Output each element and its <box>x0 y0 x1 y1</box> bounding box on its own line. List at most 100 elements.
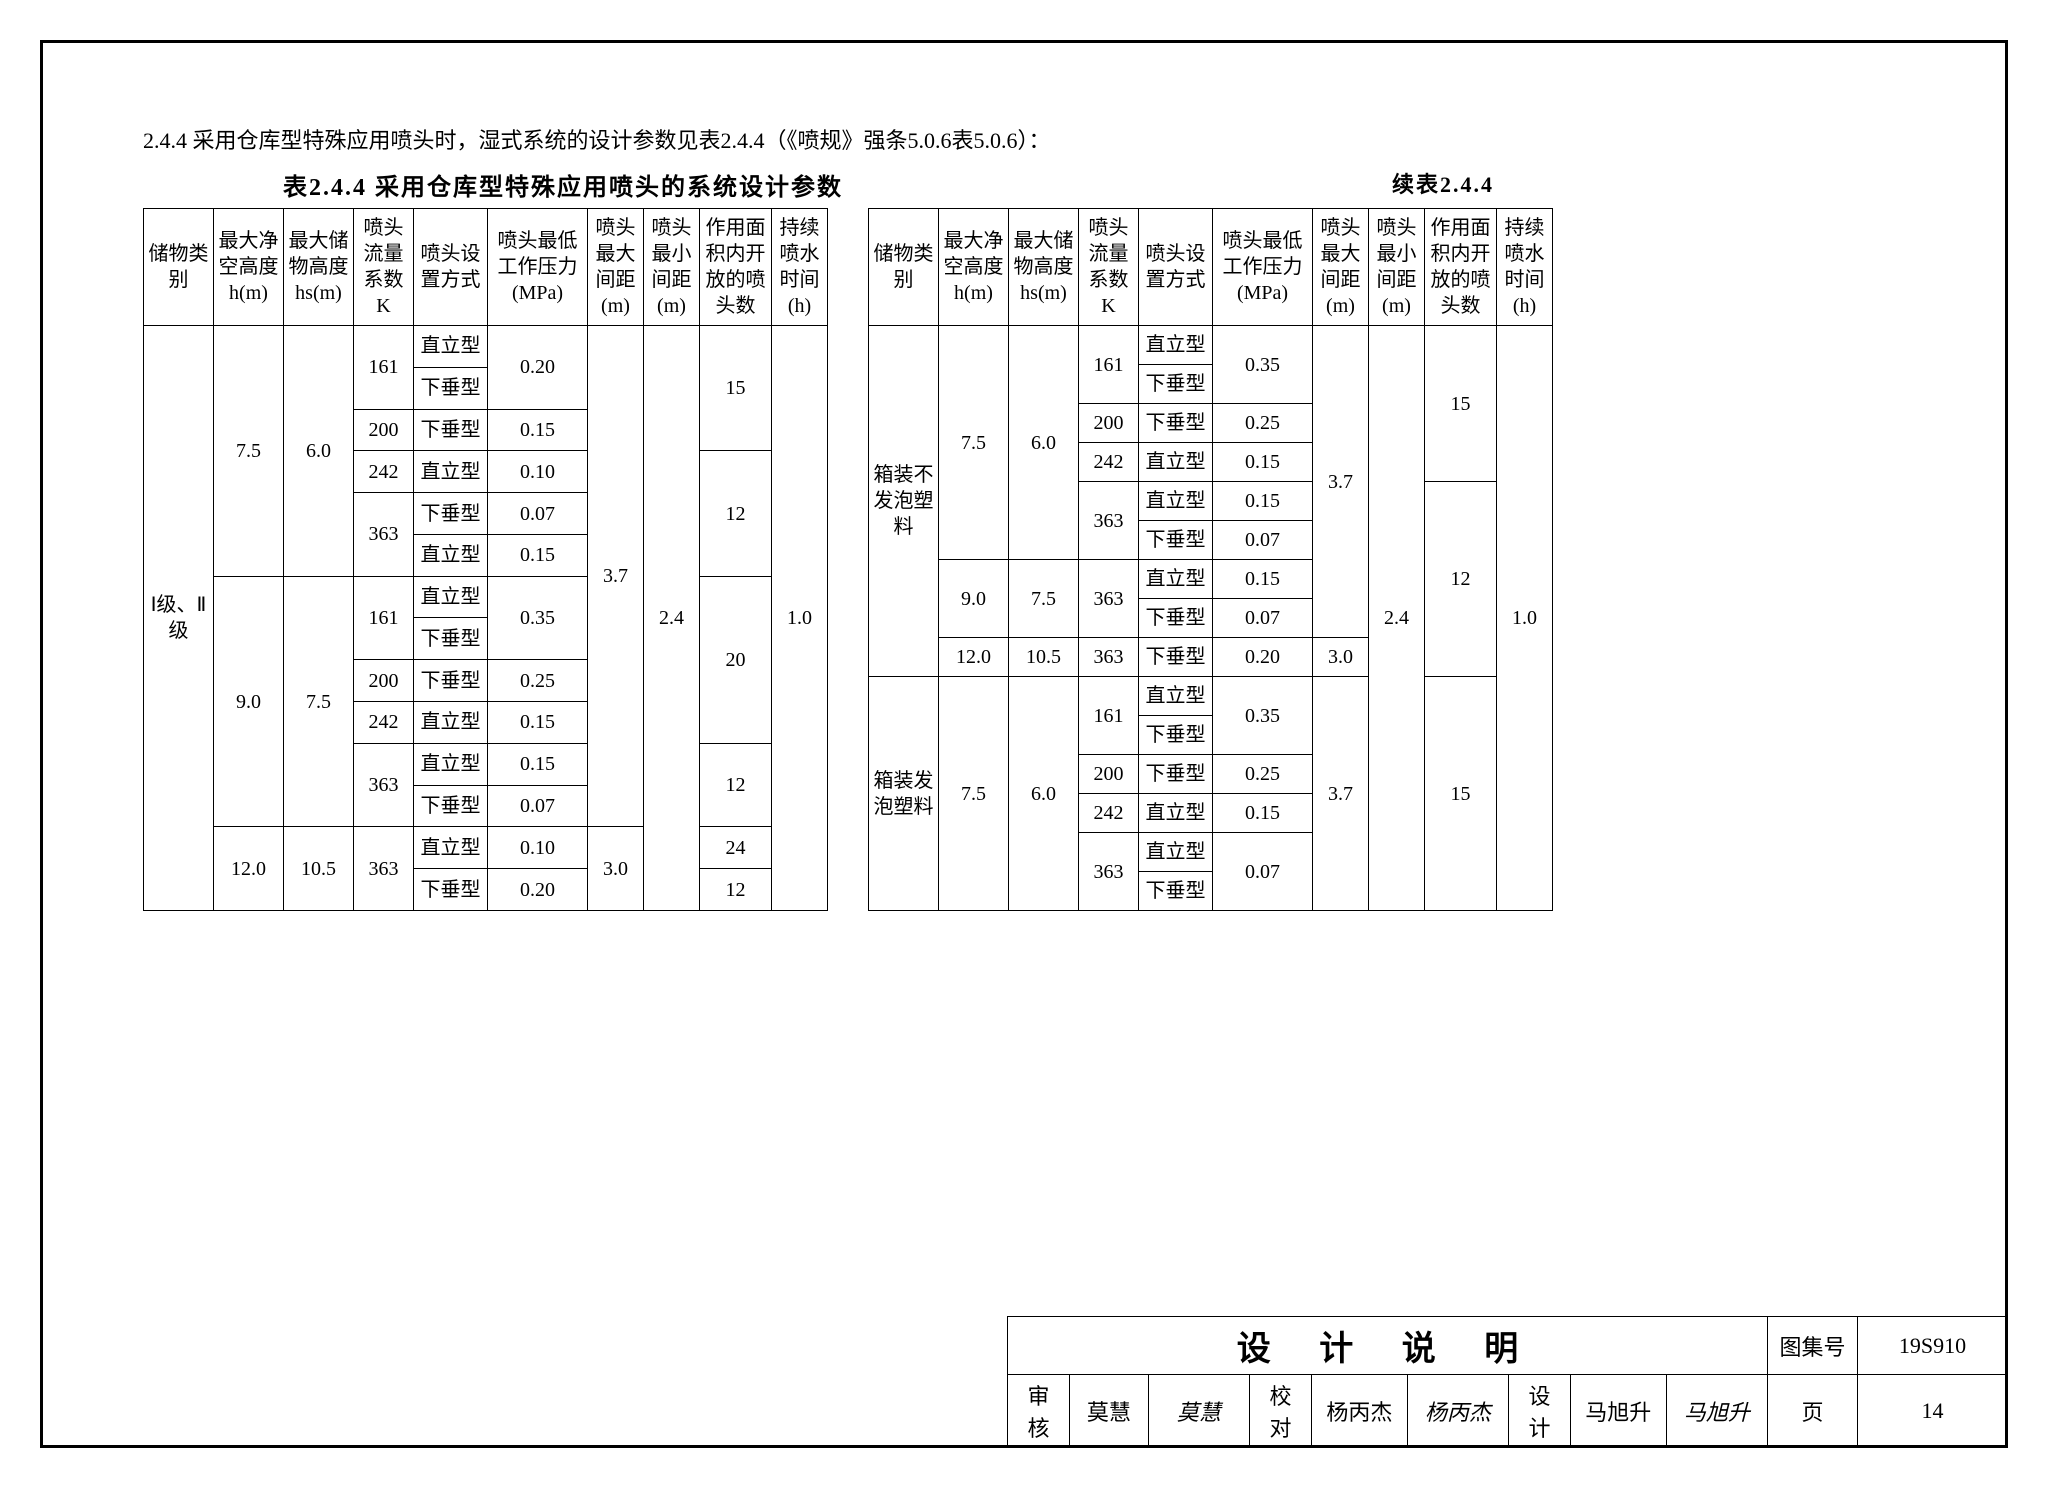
table-row: 箱装发泡塑料 7.5 6.0 161 直立型 0.35 3.7 15 <box>869 677 1553 716</box>
header-row: 储物类别 最大净空高度 h(m) 最大储物高度 hs(m) 喷头流量系数 K 喷… <box>869 209 1553 326</box>
cell: 20 <box>700 576 772 743</box>
cell: 0.07 <box>488 493 588 535</box>
cell: 下垂型 <box>414 618 488 660</box>
cell: 12 <box>700 743 772 827</box>
cell: 7.5 <box>939 677 1009 911</box>
h-category: 储物类别 <box>869 209 939 326</box>
right-table: 储物类别 最大净空高度 h(m) 最大储物高度 hs(m) 喷头流量系数 K 喷… <box>868 208 1553 911</box>
cell: 0.15 <box>488 702 588 744</box>
cell: 12 <box>700 869 772 911</box>
cell: 下垂型 <box>1139 599 1213 638</box>
cell: 0.07 <box>1213 599 1313 638</box>
cell: 7.5 <box>284 576 354 827</box>
cell: 直立型 <box>1139 443 1213 482</box>
h-dmin: 喷头最小间距 (m) <box>1369 209 1425 326</box>
h-k: 喷头流量系数 K <box>354 209 414 326</box>
cell: 直立型 <box>414 702 488 744</box>
cell: 直立型 <box>414 576 488 618</box>
cell: 363 <box>354 743 414 827</box>
cell: 161 <box>1079 677 1139 755</box>
right-table-title: 续表2.4.4 <box>1023 167 1863 202</box>
cell: 直立型 <box>1139 326 1213 365</box>
cell: 3.7 <box>1313 677 1369 911</box>
cell: 7.5 <box>939 326 1009 560</box>
cell: 0.20 <box>488 869 588 911</box>
cell: 7.5 <box>214 326 284 577</box>
cell: 0.15 <box>488 743 588 785</box>
h-hs: 最大储物高度 hs(m) <box>1009 209 1079 326</box>
cell: 12 <box>1425 482 1497 677</box>
intro-text: 2.4.4 采用仓库型特殊应用喷头时，湿式系统的设计参数见表2.4.4（《喷规》… <box>143 123 1905 155</box>
cell: 6.0 <box>1009 326 1079 560</box>
left-table: 储物类别 最大净空高度 h(m) 最大储物高度 hs(m) 喷头流量系数 K 喷… <box>143 208 828 911</box>
cell: 0.15 <box>1213 443 1313 482</box>
tables-row: 储物类别 最大净空高度 h(m) 最大储物高度 hs(m) 喷头流量系数 K 喷… <box>143 208 1905 911</box>
cell: 直立型 <box>414 534 488 576</box>
cell: 12.0 <box>214 827 284 911</box>
cell-category: 箱装发泡塑料 <box>869 677 939 911</box>
cell: 0.15 <box>1213 794 1313 833</box>
h-k: 喷头流量系数 K <box>1079 209 1139 326</box>
cell: 下垂型 <box>1139 638 1213 677</box>
cell: 363 <box>1079 482 1139 560</box>
title-block: 设 计 说 明 图集号 19S910 审核 莫慧 莫慧 校对 杨丙杰 杨丙杰 设… <box>1007 1316 2008 1448</box>
cell: 2.4 <box>1369 326 1425 911</box>
cell: 0.15 <box>1213 482 1313 521</box>
cell: 10.5 <box>284 827 354 911</box>
cell: 200 <box>1079 404 1139 443</box>
cell: 0.15 <box>488 409 588 451</box>
h-hm: 最大净空高度 h(m) <box>939 209 1009 326</box>
cell: 下垂型 <box>414 409 488 451</box>
cell: 0.07 <box>1213 521 1313 560</box>
cell: 下垂型 <box>1139 872 1213 911</box>
cell: 直立型 <box>1139 833 1213 872</box>
cell: 3.0 <box>1313 638 1369 677</box>
cell: 下垂型 <box>414 493 488 535</box>
cell: 200 <box>1079 755 1139 794</box>
cell: 2.4 <box>644 326 700 911</box>
cell: 下垂型 <box>414 367 488 409</box>
table-titles-row: 表2.4.4 采用仓库型特殊应用喷头的系统设计参数 续表2.4.4 <box>143 167 1905 202</box>
cell: 363 <box>1079 560 1139 638</box>
cell: 下垂型 <box>1139 716 1213 755</box>
cell: 0.35 <box>488 576 588 660</box>
cell: 0.25 <box>1213 755 1313 794</box>
cell: 0.15 <box>1213 560 1313 599</box>
cell: 下垂型 <box>1139 365 1213 404</box>
cell: 363 <box>354 827 414 911</box>
cell: 下垂型 <box>414 869 488 911</box>
table-row: 9.0 7.5 161 直立型 0.35 20 <box>144 576 828 618</box>
cell: 0.10 <box>488 451 588 493</box>
table-row: 箱装不发泡塑料 7.5 6.0 161 直立型 0.35 3.7 2.4 15 … <box>869 326 1553 365</box>
cell: 0.20 <box>1213 638 1313 677</box>
h-cnt: 作用面积内开放的喷头数 <box>1425 209 1497 326</box>
cell: 0.35 <box>1213 326 1313 404</box>
table-row: 12.0 10.5 363 直立型 0.10 3.0 24 <box>144 827 828 869</box>
page-frame: 2.4.4 采用仓库型特殊应用喷头时，湿式系统的设计参数见表2.4.4（《喷规》… <box>40 40 2008 1448</box>
cell: 直立型 <box>1139 560 1213 599</box>
cell: 15 <box>700 326 772 451</box>
h-mpa: 喷头最低工作压力 (MPa) <box>488 209 588 326</box>
cell: 3.0 <box>588 827 644 911</box>
cell: 161 <box>354 576 414 660</box>
cell: 7.5 <box>1009 560 1079 638</box>
cell: 200 <box>354 409 414 451</box>
cell: 1.0 <box>1497 326 1553 911</box>
header-row: 储物类别 最大净空高度 h(m) 最大储物高度 hs(m) 喷头流量系数 K 喷… <box>144 209 828 326</box>
cell: 下垂型 <box>414 660 488 702</box>
cell: 直立型 <box>414 743 488 785</box>
cell: 200 <box>354 660 414 702</box>
table-row: Ⅰ级、Ⅱ级 7.5 6.0 161 直立型 0.20 3.7 2.4 15 1.… <box>144 326 828 368</box>
h-set: 喷头设置方式 <box>414 209 488 326</box>
cell: 6.0 <box>284 326 354 577</box>
cell: 242 <box>1079 794 1139 833</box>
h-dmax: 喷头最大间距 (m) <box>588 209 644 326</box>
cell-category: 箱装不发泡塑料 <box>869 326 939 677</box>
cell: 0.15 <box>488 534 588 576</box>
cell: 12 <box>700 451 772 576</box>
cell: 0.25 <box>1213 404 1313 443</box>
cell: 9.0 <box>214 576 284 827</box>
cell: 161 <box>354 326 414 410</box>
cell: 直立型 <box>1139 482 1213 521</box>
cell: 12.0 <box>939 638 1009 677</box>
